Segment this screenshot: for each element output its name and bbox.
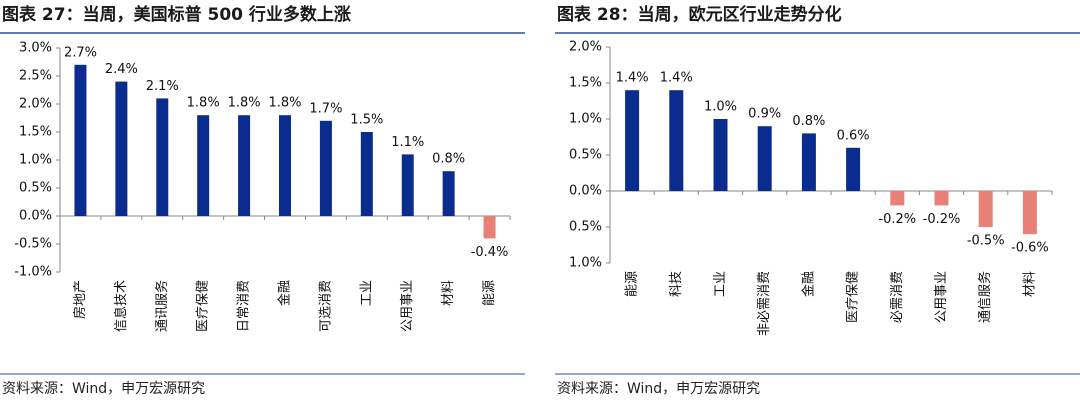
value-label: 1.1% xyxy=(391,135,424,150)
y-tick-label: 2.0% xyxy=(19,97,52,112)
value-label: 1.4% xyxy=(660,71,693,86)
x-tick-label: 医疗保健 xyxy=(846,271,861,323)
bar xyxy=(801,133,816,191)
y-tick-label: 2.5% xyxy=(19,69,52,84)
source-note: 资料来源：Wind，申万宏源研究 xyxy=(557,381,760,397)
bar xyxy=(360,132,373,216)
x-tick-label: 公用事业 xyxy=(934,271,949,323)
bar xyxy=(625,90,640,191)
value-label: -0.2% xyxy=(923,212,961,227)
value-label: 1.8% xyxy=(187,96,220,111)
bar xyxy=(669,90,684,191)
bar xyxy=(238,115,251,216)
value-label: 1.0% xyxy=(704,100,737,115)
value-label: -0.5% xyxy=(967,234,1005,249)
x-tick-label: 材料 xyxy=(1022,271,1037,297)
value-label: 0.8% xyxy=(432,152,465,167)
x-tick-label: 信息技术 xyxy=(113,280,129,332)
bar xyxy=(156,98,169,216)
x-tick-label: 通讯服务 xyxy=(154,280,170,332)
bar xyxy=(846,147,861,191)
y-tick-label: 2.0% xyxy=(569,40,602,55)
x-tick-label: 公用事业 xyxy=(400,280,415,332)
bar xyxy=(483,216,496,239)
value-label: 1.8% xyxy=(228,96,261,111)
y-tick-label: 0.0% xyxy=(19,209,52,224)
bar xyxy=(319,120,332,216)
x-tick-label: 日常消费 xyxy=(237,280,252,332)
value-label: 0.8% xyxy=(792,114,825,129)
x-tick-label: 能源 xyxy=(482,280,497,306)
y-tick-label: 0.0% xyxy=(569,184,602,199)
y-tick-label: 1.0% xyxy=(569,112,602,127)
bar xyxy=(115,81,128,216)
bar xyxy=(401,154,414,216)
bar xyxy=(442,171,455,216)
value-label: 2.7% xyxy=(64,45,97,60)
bar xyxy=(1022,191,1037,235)
x-tick-label: 医疗保健 xyxy=(196,280,211,332)
x-tick-label: 工业 xyxy=(359,280,374,306)
x-tick-label: 可选消费 xyxy=(318,280,333,332)
bar xyxy=(279,115,291,216)
x-tick-label: 必需消费 xyxy=(890,271,905,323)
y-tick-label: 1.5% xyxy=(19,125,52,140)
x-tick-label: 金融 xyxy=(277,280,293,306)
y-tick-label: -1.0% xyxy=(14,265,52,280)
bar xyxy=(890,191,905,206)
y-tick-label: 1.5% xyxy=(569,76,602,91)
x-tick-label: 工业 xyxy=(713,271,728,297)
value-label: -0.6% xyxy=(1011,241,1049,256)
x-tick-label: 能源 xyxy=(625,271,640,297)
value-label: 2.1% xyxy=(146,79,179,94)
source-note: 资料来源：Wind，申万宏源研究 xyxy=(2,381,205,397)
y-tick-label: -0.5% xyxy=(14,237,52,252)
y-tick-label: 1.0% xyxy=(569,256,602,271)
y-tick-label: 0.5% xyxy=(569,220,602,235)
chart-title: 图表 27：当周，美国标普 500 行业多数上涨 xyxy=(2,4,351,25)
bar xyxy=(197,115,210,216)
x-tick-label: 房地产 xyxy=(72,280,88,319)
x-tick-label: 科技 xyxy=(669,271,684,297)
bar xyxy=(757,126,772,191)
chart-title: 图表 28：当周，欧元区行业走势分化 xyxy=(557,4,842,25)
x-tick-label: 通信服务 xyxy=(977,271,993,323)
bar xyxy=(934,191,949,206)
x-tick-label: 金融 xyxy=(800,271,816,297)
value-label: 2.4% xyxy=(105,62,138,77)
value-label: 0.6% xyxy=(837,128,870,143)
value-label: -0.4% xyxy=(471,245,509,260)
value-label: 1.5% xyxy=(350,113,383,128)
y-tick-label: 0.5% xyxy=(19,181,52,196)
bar xyxy=(978,191,993,227)
bar xyxy=(74,64,87,216)
value-label: 0.9% xyxy=(748,107,781,122)
value-label: 1.7% xyxy=(309,101,342,116)
bar xyxy=(713,119,728,191)
y-tick-label: 1.0% xyxy=(19,153,52,168)
value-label: -0.2% xyxy=(878,212,916,227)
value-label: 1.4% xyxy=(616,71,649,86)
x-tick-label: 材料 xyxy=(441,280,456,306)
y-tick-label: 0.5% xyxy=(569,148,602,163)
x-tick-label: 非必需消费 xyxy=(757,271,772,336)
y-tick-label: 3.0% xyxy=(19,41,52,56)
value-label: 1.8% xyxy=(268,96,301,111)
